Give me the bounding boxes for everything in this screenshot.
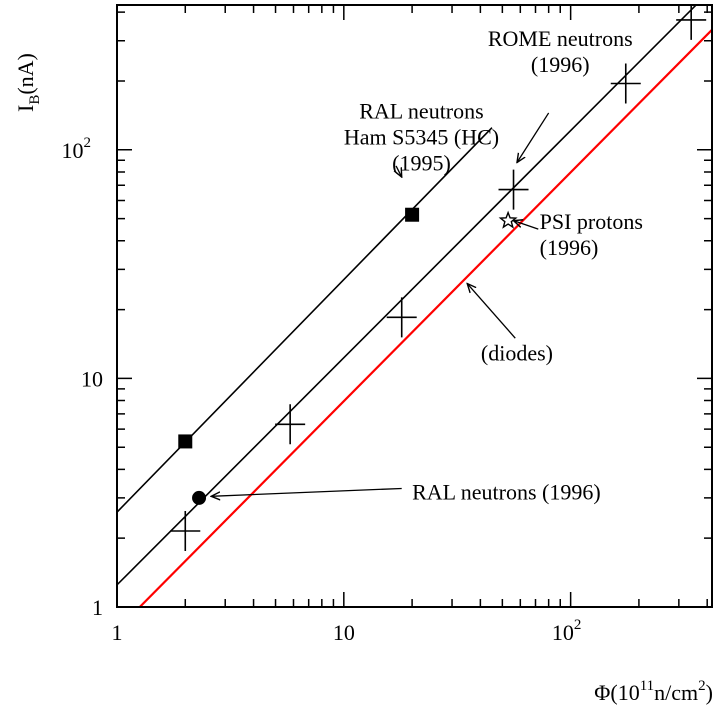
y-tick-label-2: 102	[62, 135, 92, 163]
annotation-3: (diodes)	[481, 340, 553, 365]
x-axis-title-mid: n/cm	[654, 680, 698, 705]
data-point-cross-0	[170, 511, 201, 552]
x-tick-label-0-base: 1	[112, 620, 123, 645]
data-point-cross-1	[275, 404, 306, 445]
y-tick-label-0: 1	[92, 595, 103, 620]
log-ticks	[116, 5, 712, 608]
y-tick-label-1-base: 10	[81, 366, 103, 391]
y-axis-title-main: I	[13, 105, 38, 112]
annotation-1-line-0: ROME neutrons	[488, 26, 633, 51]
fit-line-4	[138, 29, 712, 607]
data-point-cross-3	[498, 169, 529, 210]
annotation-3-line-0: (diodes)	[481, 340, 553, 365]
annotation-arrow-2	[514, 221, 539, 230]
data-point-cross-4	[610, 63, 641, 104]
annotation-4-line-0: RAL neutrons (1996)	[412, 480, 601, 505]
y-axis-title-rest: (nA)	[13, 53, 38, 95]
annotation-4: RAL neutrons (1996)	[412, 480, 601, 505]
y-tick-label-2-base: 10	[62, 138, 84, 163]
annotation-arrow-3	[467, 284, 516, 339]
annotation-arrow-1	[517, 112, 550, 163]
fit-line-1	[117, 5, 698, 586]
data-point-circle-0	[192, 490, 207, 505]
data-point-cross-5	[676, 5, 707, 40]
annotation-0-line-0: RAL neutrons	[359, 99, 483, 124]
axis-ticks	[116, 5, 712, 608]
data-point-square-0	[178, 434, 193, 449]
y-tick-label-0-base: 1	[92, 595, 103, 620]
data-point-cross-2	[386, 297, 417, 338]
annotations: RAL neutrons Ham S5345 (HC) (1995) ROME neu…	[211, 26, 643, 505]
annotation-0-line-1: Ham S5345 (HC)	[344, 125, 499, 150]
chart-marks	[117, 5, 712, 607]
x-tick-label-2-exp: 2	[574, 617, 582, 633]
x-axis-title: Φ(1011n/cm2)	[594, 678, 713, 705]
annotation-0: RAL neutrons Ham S5345 (HC) (1995)	[344, 99, 499, 176]
plot-frame	[116, 4, 713, 608]
data-point-square-1	[405, 207, 420, 222]
x-tick-label-2: 102	[552, 617, 582, 645]
y-tick-label-2-exp: 2	[84, 135, 92, 151]
annotation-2-line-0: PSI protons	[540, 209, 643, 234]
x-axis-title-sup1: 11	[640, 678, 654, 694]
annotation-arrow-0	[396, 165, 402, 177]
x-tick-label-1: 10	[333, 620, 355, 645]
annotation-0-line-2: (1995)	[392, 151, 451, 176]
y-axis-title-sub: B	[27, 95, 43, 105]
x-axis-title-base: Φ(10	[594, 680, 639, 705]
fit-line-0	[117, 127, 493, 513]
x-tick-label-2-base: 10	[552, 620, 574, 645]
data-point-star-0	[498, 210, 518, 229]
x-axis-title-sup2: 2	[698, 678, 706, 694]
annotation-1: ROME neutrons (1996)	[488, 26, 633, 77]
x-axis-title-end: )	[706, 680, 713, 705]
y-axis-title: IB(nA)	[13, 53, 43, 112]
x-tick-label-1-base: 10	[333, 620, 355, 645]
annotation-2-line-1: (1996)	[540, 235, 599, 260]
annotation-arrow-4	[211, 487, 402, 496]
annotation-2: PSI protons (1996)	[540, 209, 643, 260]
annotation-1-line-1: (1996)	[531, 52, 590, 77]
y-tick-label-1: 10	[81, 366, 103, 391]
x-tick-label-0: 1	[112, 620, 123, 645]
